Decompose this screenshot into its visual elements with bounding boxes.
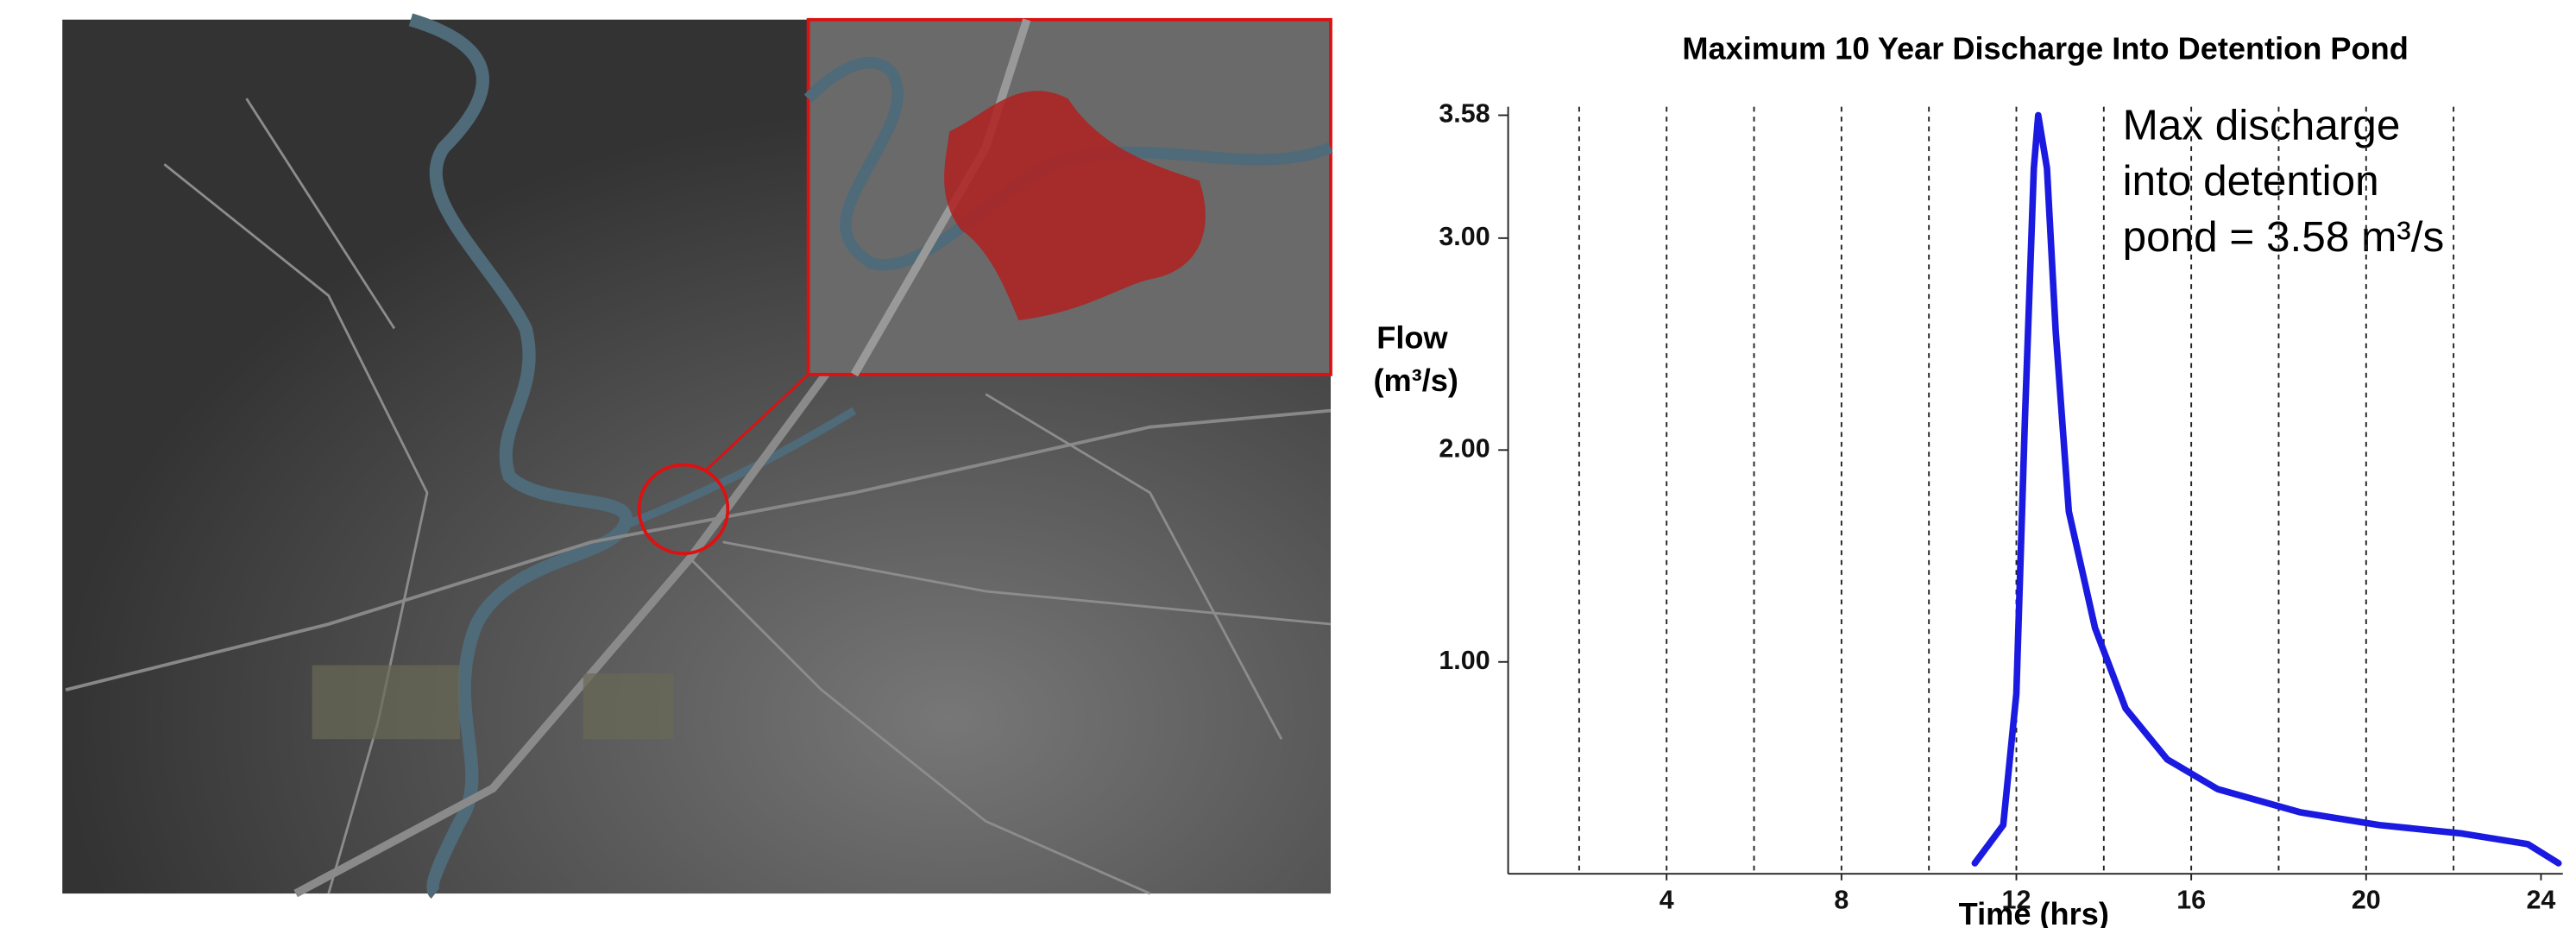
x-tick-label: 24 — [2527, 886, 2556, 915]
page: Maximum 10 Year Discharge Into Detention… — [0, 0, 2576, 928]
chart: Maximum 10 Year Discharge Into Detention… — [1373, 31, 2562, 928]
x-tick-label: 20 — [2352, 886, 2381, 915]
park — [312, 666, 460, 740]
y-axis-label: Flow — [1376, 319, 1448, 355]
annotation: pond = 3.58 m³/s — [2123, 213, 2445, 261]
annotation: Max discharge — [2123, 101, 2401, 148]
y-tick-label: 3.00 — [1439, 222, 1490, 251]
x-tick-label: 12 — [2002, 886, 2031, 915]
y-tick-label: 1.00 — [1439, 646, 1490, 675]
x-axis-label: Time (hrs) — [1959, 896, 2109, 928]
park — [583, 673, 674, 739]
x-tick-label: 8 — [1834, 886, 1849, 915]
y-tick-label: 3.58 — [1439, 99, 1490, 129]
x-tick-label: 16 — [2176, 886, 2206, 915]
y-tick-label: 2.00 — [1439, 433, 1490, 463]
annotation: into detention — [2123, 157, 2379, 205]
y-axis-label: (m³/s) — [1373, 363, 1458, 398]
map — [62, 20, 1331, 893]
chart-title: Maximum 10 Year Discharge Into Detention… — [1682, 31, 2408, 66]
x-tick-label: 4 — [1660, 886, 1674, 915]
